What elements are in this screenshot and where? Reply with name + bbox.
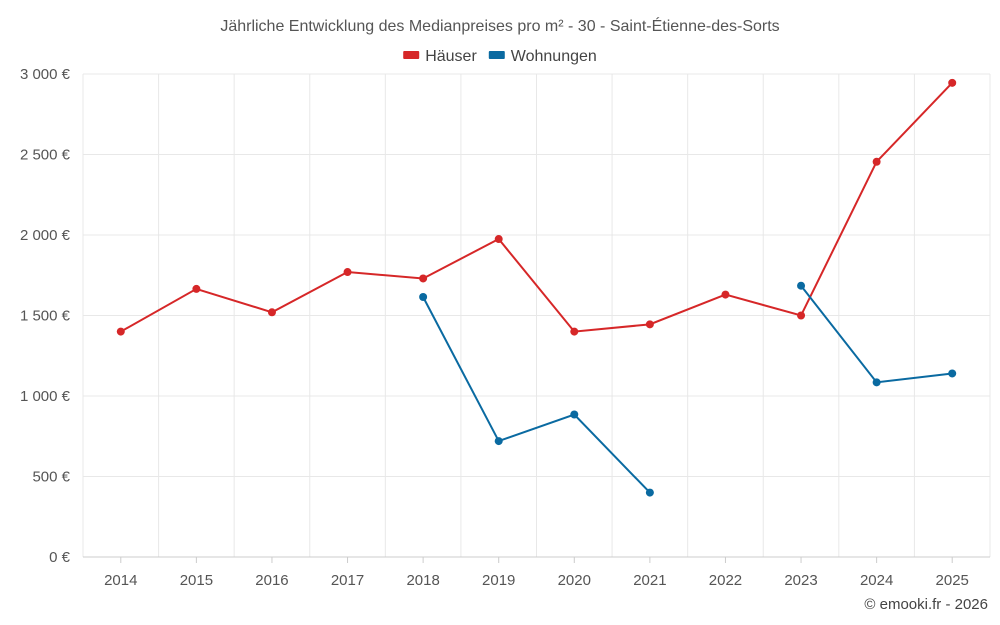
y-tick-label: 3 000 € bbox=[20, 66, 71, 83]
axes: 0 € 500 € 1 000 € 1 500 € 2 000 € 2 500 € 3 00… bbox=[20, 66, 990, 589]
legend: Häuser Wohnungen bbox=[403, 48, 597, 65]
series-2-point[interactable] bbox=[419, 292, 428, 301]
x-tick-label: 2015 bbox=[180, 572, 213, 589]
y-tick-label: 1 000 € bbox=[20, 388, 71, 405]
x-tick-label: 2017 bbox=[331, 572, 364, 589]
legend-item-2[interactable]: Wohnungen bbox=[488, 48, 597, 65]
series-1-point[interactable] bbox=[872, 157, 881, 166]
x-tick-label: 2023 bbox=[784, 572, 817, 589]
y-tick-label: 500 € bbox=[32, 469, 70, 486]
x-tick-label: 2021 bbox=[633, 572, 666, 589]
series-2-point[interactable] bbox=[645, 488, 654, 497]
series-1-point[interactable] bbox=[645, 320, 654, 329]
series-2-point[interactable] bbox=[797, 281, 806, 290]
series-1-point[interactable] bbox=[343, 268, 352, 277]
series-2-point[interactable] bbox=[948, 369, 957, 378]
series-1-point[interactable] bbox=[721, 290, 730, 299]
legend-item-1[interactable]: Häuser bbox=[403, 48, 477, 65]
series-layer bbox=[116, 78, 957, 497]
series-1-point[interactable] bbox=[267, 308, 276, 317]
series-1-point[interactable] bbox=[419, 274, 428, 283]
x-tick-label: 2019 bbox=[482, 572, 515, 589]
series-2-line bbox=[422, 296, 651, 494]
x-tick-label: 2018 bbox=[406, 572, 439, 589]
series-1-line bbox=[120, 82, 953, 333]
series-2-point[interactable] bbox=[570, 410, 579, 419]
y-tick-label: 0 € bbox=[49, 549, 71, 566]
grid bbox=[82, 73, 991, 557]
series-1-point[interactable] bbox=[570, 327, 579, 336]
y-tick-label: 2 500 € bbox=[20, 147, 71, 164]
series-1-point[interactable] bbox=[948, 78, 957, 87]
series-2-line bbox=[800, 285, 953, 384]
legend-label: Wohnungen bbox=[511, 48, 597, 65]
legend-swatch bbox=[488, 51, 505, 59]
series-2-point[interactable] bbox=[494, 437, 503, 446]
x-tick-label: 2014 bbox=[104, 572, 137, 589]
series-1-point[interactable] bbox=[797, 311, 806, 320]
y-tick-label: 1 500 € bbox=[20, 308, 71, 325]
series-1-point[interactable] bbox=[192, 284, 201, 293]
x-tick-label: 2025 bbox=[936, 572, 969, 589]
chart-title: Jährliche Entwicklung des Medianpreises … bbox=[220, 16, 779, 35]
x-tick-label: 2020 bbox=[558, 572, 591, 589]
credit-text: © emooki.fr - 2026 bbox=[864, 596, 988, 613]
series-2-point[interactable] bbox=[872, 378, 881, 387]
x-tick-label: 2022 bbox=[709, 572, 742, 589]
series-1-point[interactable] bbox=[116, 327, 125, 336]
series-1-point[interactable] bbox=[494, 235, 503, 244]
x-tick-label: 2016 bbox=[255, 572, 288, 589]
legend-swatch bbox=[403, 51, 420, 59]
x-tick-label: 2024 bbox=[860, 572, 893, 589]
y-tick-label: 2 000 € bbox=[20, 227, 71, 244]
legend-label: Häuser bbox=[425, 48, 477, 65]
